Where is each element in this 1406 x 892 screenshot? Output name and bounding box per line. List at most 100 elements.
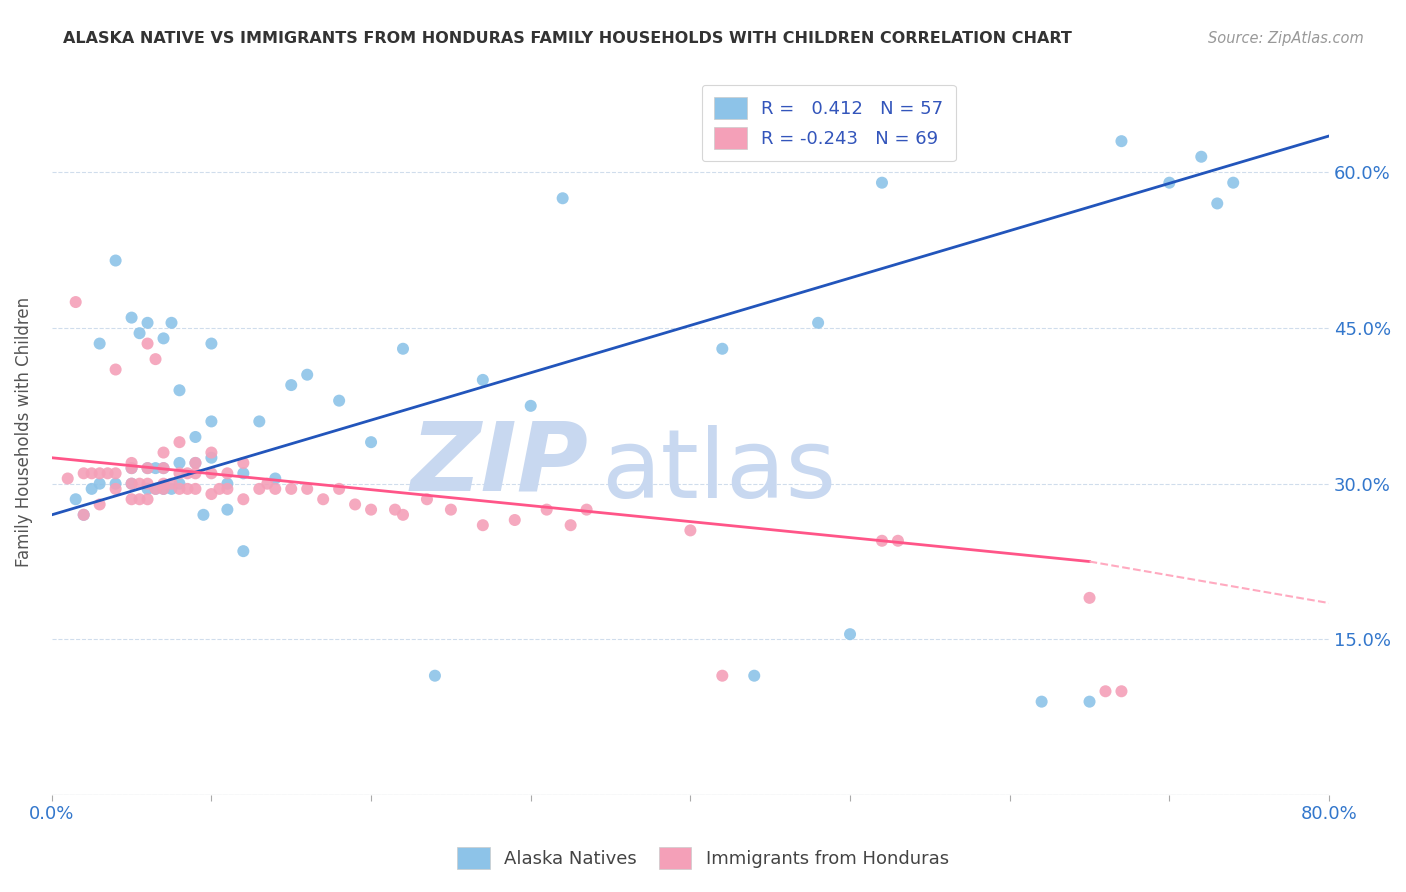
Point	[184, 456, 207, 470]
Point	[392, 508, 415, 522]
Point	[200, 487, 222, 501]
Text: atlas: atlas	[600, 425, 837, 518]
Point	[1111, 134, 1133, 148]
Point	[519, 399, 541, 413]
Text: ALASKA NATIVE VS IMMIGRANTS FROM HONDURAS FAMILY HOUSEHOLDS WITH CHILDREN CORREL: ALASKA NATIVE VS IMMIGRANTS FROM HONDURA…	[63, 31, 1073, 46]
Point	[136, 316, 159, 330]
Point	[232, 467, 254, 481]
Point	[328, 393, 350, 408]
Point	[136, 336, 159, 351]
Point	[312, 492, 335, 507]
Point	[247, 414, 270, 428]
Point	[742, 669, 765, 683]
Point	[870, 533, 893, 548]
Point	[392, 342, 415, 356]
Point	[121, 461, 143, 475]
Point	[1222, 176, 1244, 190]
Point	[136, 476, 159, 491]
Point	[121, 492, 143, 507]
Point	[152, 482, 174, 496]
Point	[471, 373, 494, 387]
Point	[176, 467, 198, 481]
Point	[89, 476, 111, 491]
Point	[344, 498, 367, 512]
Point	[440, 502, 463, 516]
Point	[184, 430, 207, 444]
Point	[89, 498, 111, 512]
Point	[1159, 176, 1181, 190]
Point	[360, 502, 382, 516]
Point	[256, 476, 278, 491]
Point	[384, 502, 406, 516]
Point	[145, 352, 167, 367]
Point	[232, 544, 254, 558]
Legend: Alaska Natives, Immigrants from Honduras: Alaska Natives, Immigrants from Honduras	[449, 838, 957, 879]
Point	[121, 476, 143, 491]
Point	[169, 482, 191, 496]
Point	[280, 482, 302, 496]
Point	[176, 482, 198, 496]
Point	[200, 414, 222, 428]
Point	[152, 476, 174, 491]
Point	[97, 467, 120, 481]
Point	[73, 467, 96, 481]
Point	[193, 508, 215, 522]
Point	[169, 435, 191, 450]
Point	[200, 336, 222, 351]
Point	[56, 471, 79, 485]
Point	[65, 492, 87, 507]
Legend: R =   0.412   N = 57, R = -0.243   N = 69: R = 0.412 N = 57, R = -0.243 N = 69	[702, 85, 956, 161]
Point	[121, 456, 143, 470]
Point	[711, 669, 734, 683]
Point	[184, 456, 207, 470]
Point	[471, 518, 494, 533]
Point	[136, 482, 159, 496]
Point	[160, 482, 183, 496]
Point	[711, 342, 734, 356]
Point	[679, 524, 702, 538]
Point	[89, 467, 111, 481]
Text: Source: ZipAtlas.com: Source: ZipAtlas.com	[1208, 31, 1364, 46]
Point	[416, 492, 439, 507]
Point	[145, 482, 167, 496]
Point	[89, 336, 111, 351]
Point	[295, 482, 318, 496]
Point	[217, 467, 239, 481]
Point	[152, 331, 174, 345]
Point	[136, 461, 159, 475]
Point	[360, 435, 382, 450]
Point	[152, 461, 174, 475]
Point	[208, 482, 231, 496]
Point	[145, 461, 167, 475]
Point	[136, 492, 159, 507]
Point	[217, 482, 239, 496]
Point	[1078, 695, 1101, 709]
Point	[169, 456, 191, 470]
Point	[104, 362, 127, 376]
Point	[217, 476, 239, 491]
Point	[80, 482, 103, 496]
Point	[200, 467, 222, 481]
Point	[80, 467, 103, 481]
Point	[536, 502, 558, 516]
Point	[160, 316, 183, 330]
Point	[65, 295, 87, 310]
Point	[1189, 150, 1212, 164]
Point	[232, 456, 254, 470]
Y-axis label: Family Households with Children: Family Households with Children	[15, 297, 32, 566]
Point	[264, 482, 287, 496]
Point	[295, 368, 318, 382]
Point	[152, 461, 174, 475]
Point	[575, 502, 598, 516]
Point	[887, 533, 910, 548]
Point	[1206, 196, 1229, 211]
Point	[128, 476, 150, 491]
Point	[807, 316, 830, 330]
Point	[503, 513, 526, 527]
Point	[121, 461, 143, 475]
Point	[1111, 684, 1133, 698]
Point	[73, 508, 96, 522]
Point	[200, 450, 222, 465]
Point	[169, 467, 191, 481]
Point	[328, 482, 350, 496]
